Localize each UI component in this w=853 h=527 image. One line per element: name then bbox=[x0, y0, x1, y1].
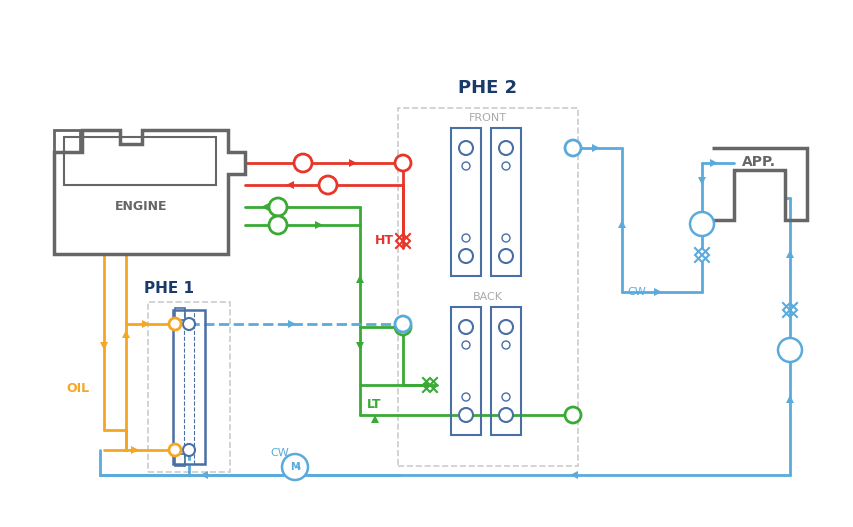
Circle shape bbox=[395, 316, 410, 332]
Bar bbox=[175, 454, 185, 466]
Bar bbox=[490, 128, 520, 276]
Bar bbox=[490, 307, 520, 435]
Bar bbox=[450, 307, 480, 435]
Bar bbox=[450, 128, 480, 276]
Circle shape bbox=[169, 444, 181, 456]
Circle shape bbox=[498, 320, 513, 334]
Circle shape bbox=[293, 154, 311, 172]
Circle shape bbox=[183, 444, 194, 456]
Text: PHE 1: PHE 1 bbox=[144, 280, 194, 296]
Circle shape bbox=[458, 408, 473, 422]
Text: ENGINE: ENGINE bbox=[114, 200, 167, 212]
Bar bbox=[148, 302, 229, 472]
Circle shape bbox=[458, 141, 473, 155]
Circle shape bbox=[689, 212, 713, 236]
Circle shape bbox=[183, 318, 194, 330]
Text: PHE 2: PHE 2 bbox=[458, 79, 517, 97]
Text: APP.: APP. bbox=[741, 155, 775, 169]
Circle shape bbox=[498, 141, 513, 155]
Text: OIL: OIL bbox=[66, 382, 89, 395]
Circle shape bbox=[319, 176, 337, 194]
Bar bbox=[175, 308, 185, 320]
Bar bbox=[64, 137, 216, 185]
Circle shape bbox=[565, 140, 580, 156]
Text: M: M bbox=[290, 462, 299, 472]
Text: BACK: BACK bbox=[473, 292, 502, 302]
Circle shape bbox=[458, 320, 473, 334]
Circle shape bbox=[565, 407, 580, 423]
Circle shape bbox=[281, 454, 308, 480]
Bar bbox=[173, 310, 205, 464]
Text: CW: CW bbox=[626, 287, 645, 297]
Circle shape bbox=[395, 319, 410, 335]
Text: FRONT: FRONT bbox=[468, 113, 507, 123]
Circle shape bbox=[269, 216, 287, 234]
Circle shape bbox=[395, 155, 410, 171]
Circle shape bbox=[169, 318, 181, 330]
Bar bbox=[397, 108, 577, 466]
Text: CW: CW bbox=[270, 448, 288, 458]
Circle shape bbox=[498, 249, 513, 263]
Circle shape bbox=[777, 338, 801, 362]
Circle shape bbox=[498, 408, 513, 422]
Text: LT: LT bbox=[367, 398, 381, 412]
Text: HT: HT bbox=[374, 233, 393, 247]
Circle shape bbox=[458, 249, 473, 263]
Circle shape bbox=[269, 198, 287, 216]
